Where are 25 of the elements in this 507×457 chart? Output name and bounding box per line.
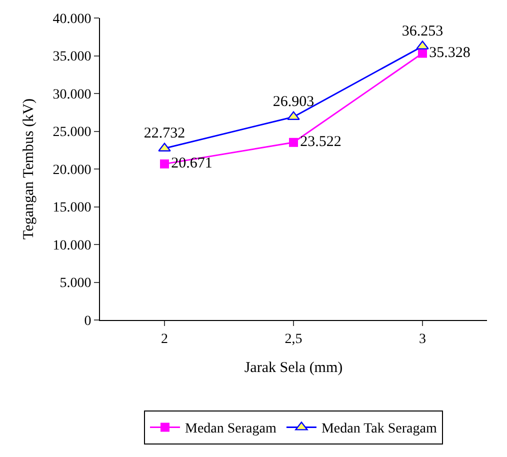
x-axis-title: Jarak Sela (mm) <box>244 360 343 376</box>
data-label: 26.903 <box>272 94 314 110</box>
point <box>418 48 427 58</box>
data-label: 20.671 <box>171 156 212 172</box>
y-tick-label: 25.000 <box>52 125 92 140</box>
y-tick-label: 35.000 <box>52 50 92 65</box>
point <box>160 159 169 168</box>
x-tick-label: 3 <box>419 332 426 347</box>
y-tick-label: 10.000 <box>52 238 92 254</box>
y-tick-label: 20.000 <box>52 162 92 178</box>
legend-label: Medan Tak Seragam <box>321 422 437 437</box>
data-label: 22.732 <box>144 125 186 142</box>
y-tick-label: 5.000 <box>60 276 92 292</box>
y-tick-label: 15.000 <box>52 200 92 216</box>
y-tick-label: 30.000 <box>52 87 92 102</box>
data-label: 36.253 <box>402 23 444 40</box>
data-label: 35.328 <box>429 45 470 62</box>
x-tick-label: 2 <box>161 332 168 347</box>
y-tick-label: 40.000 <box>52 12 92 27</box>
y-axis-title: Tegangan Tembus (kV) <box>20 98 37 240</box>
data-label: 23.522 <box>300 134 342 150</box>
point <box>289 138 298 147</box>
x-tick-label: 2,5 <box>284 332 302 347</box>
legend-label: Medan Seragam <box>185 422 276 437</box>
y-tick-label: 0 <box>84 314 92 329</box>
